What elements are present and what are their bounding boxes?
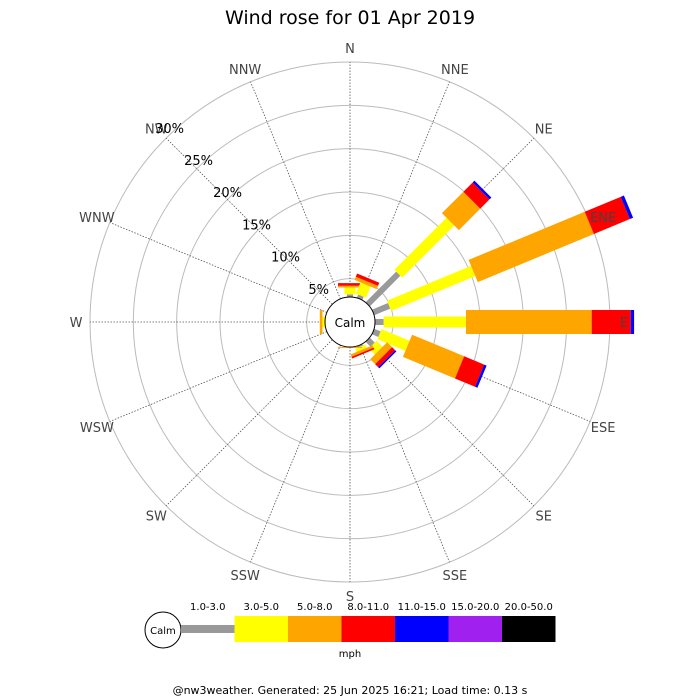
legend-label-1.0-3.0: 1.0-3.0	[190, 602, 225, 613]
legend: Calm 1.0-3.0 3.0-5.0 5.0-8.0 8.0-11.0 11.0-1…	[144, 602, 556, 660]
bar-ene-8.0-11.0	[584, 196, 630, 234]
legend-label-8.0-11.0: 8.0-11.0	[347, 602, 389, 613]
bar-se-3.0-5.0	[368, 340, 383, 355]
legend-label-3.0-5.0: 3.0-5.0	[244, 602, 279, 613]
bar-ne-5.0-8.0	[441, 191, 481, 231]
bar-ene-5.0-8.0	[468, 211, 594, 283]
bar-ese-11.0-15.0	[475, 364, 487, 388]
bar-n-8.0-11.0	[338, 283, 362, 286]
direction-label-e: E	[620, 316, 628, 331]
direction-label-s: S	[346, 590, 354, 605]
direction-label-ssw: SSW	[230, 569, 260, 584]
spoke-se	[367, 339, 535, 507]
legend-swatch-15.0-20.0	[448, 616, 502, 642]
bar-e-5.0-8.0	[466, 310, 592, 334]
spoke-nne	[359, 81, 450, 300]
legend-swatch-11.0-15.0	[395, 616, 449, 642]
direction-label-ene: ENE	[590, 211, 616, 226]
chart-title: Wind rose for 01 Apr 2019	[225, 7, 475, 29]
bar-nne-1.0-3.0	[356, 294, 364, 301]
bar-ene-1.0-3.0	[371, 303, 391, 316]
direction-label-wnw: WNW	[79, 211, 115, 226]
bar-ese-3.0-5.0	[377, 329, 410, 351]
spoke-nw	[165, 137, 333, 305]
bar-se-5.0-8.0	[370, 342, 393, 365]
legend-label-15.0-20.0: 15.0-20.0	[451, 602, 499, 613]
bar-n-5.0-8.0	[338, 285, 362, 288]
bar-nne-5.0-8.0	[354, 276, 378, 290]
bar-n-3.0-5.0	[344, 287, 356, 295]
spoke-wsw	[109, 331, 328, 422]
bar-ne-3.0-5.0	[394, 217, 455, 278]
bar-se-11.0-15.0	[378, 350, 397, 369]
spoke-nnw	[250, 81, 341, 300]
bar-sse-1.0-3.0	[356, 343, 363, 348]
direction-label-ne: NE	[535, 122, 553, 137]
bar-sse-3.0-5.0	[355, 344, 367, 352]
bar-n-1.0-3.0	[347, 294, 353, 297]
legend-label-20.0-50.0: 20.0-50.0	[505, 602, 553, 613]
bar-e-3.0-5.0	[383, 316, 466, 328]
bar-e-1.0-3.0	[375, 319, 384, 325]
percent-label: 20%	[213, 186, 242, 201]
legend-swatch-3.0-5.0	[234, 616, 288, 642]
bar-ne-11.0-15.0	[472, 180, 492, 200]
bar-ese-8.0-11.0	[455, 356, 485, 387]
direction-label-sw: SW	[146, 510, 167, 525]
percent-label: 30%	[155, 122, 184, 137]
direction-label-nw: NW	[145, 122, 168, 137]
bar-ese-5.0-8.0	[402, 334, 465, 379]
direction-label-nne: NNE	[441, 63, 469, 78]
spoke-ssw	[250, 344, 341, 563]
direction-label-n: N	[345, 42, 355, 57]
direction-labels: N NNE NE ENE E ESE SE SSE S SSW SW WSW W WNW NW NNW	[70, 42, 629, 605]
direction-label-w: W	[70, 316, 83, 331]
footer-text: @nw3weather. Generated: 25 Jun 2025 16:2…	[173, 684, 528, 697]
bar-se-8.0-11.0	[375, 347, 396, 368]
bar-ne-1.0-3.0	[365, 271, 401, 307]
rose-bars	[319, 180, 635, 388]
percent-labels: 5% 10% 15% 20% 25% 30%	[155, 122, 329, 298]
direction-label-ese: ESE	[591, 421, 616, 436]
percent-label: 25%	[184, 154, 213, 169]
calm-label: Calm	[335, 316, 366, 330]
calm-circle: Calm	[324, 296, 376, 348]
percent-label: 15%	[242, 218, 271, 233]
bar-ene-3.0-5.0	[387, 265, 476, 311]
bar-ese-1.0-3.0	[371, 328, 381, 337]
legend-swatch-5.0-8.0	[288, 616, 342, 642]
bar-e-8.0-11.0	[591, 310, 631, 334]
legend-swatch-20.0-50.0	[502, 616, 556, 642]
percent-label: 10%	[271, 251, 300, 266]
legend-swatch-1.0-3.0	[181, 625, 235, 633]
spoke-sse	[359, 344, 450, 563]
spoke-wnw	[109, 222, 328, 313]
bar-ne-8.0-11.0	[463, 182, 490, 209]
legend-unit: mph	[339, 649, 361, 660]
spoke-sw	[165, 339, 333, 507]
direction-label-sse: SSE	[442, 569, 467, 584]
direction-label-wsw: WSW	[80, 421, 114, 436]
bar-w-5.0-8.0	[319, 310, 323, 334]
legend-calm-label: Calm	[150, 626, 176, 637]
bar-nne-3.0-5.0	[355, 282, 371, 298]
legend-swatch-8.0-11.0	[341, 616, 395, 642]
direction-label-se: SE	[536, 510, 552, 525]
bar-ene-11.0-15.0	[620, 195, 634, 219]
direction-label-nnw: NNW	[229, 63, 261, 78]
legend-label-11.0-15.0: 11.0-15.0	[398, 602, 446, 613]
bar-nne-8.0-11.0	[355, 273, 380, 286]
bar-sse-5.0-8.0	[350, 345, 374, 357]
bar-sse-8.0-11.0	[351, 347, 375, 359]
percent-label: 5%	[308, 283, 329, 298]
bar-w-3.0-5.0	[322, 316, 325, 328]
bar-e-11.0-15.0	[630, 310, 635, 334]
legend-label-5.0-8.0: 5.0-8.0	[297, 602, 332, 613]
